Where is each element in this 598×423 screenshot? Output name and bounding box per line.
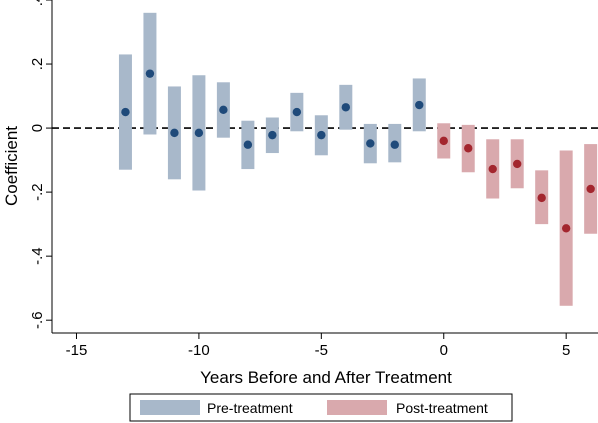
y-tick-label: -.6 <box>29 311 46 329</box>
point-post-treatment <box>513 159 522 169</box>
y-tick-label: .2 <box>29 58 46 71</box>
point-pre-treatment <box>145 69 155 78</box>
point-pre-treatment <box>243 140 253 149</box>
legend-swatch-post-treatment <box>327 400 387 415</box>
point-post-treatment <box>586 184 595 194</box>
coefficient-points <box>121 69 595 233</box>
point-pre-treatment <box>366 139 375 148</box>
point-post-treatment <box>439 136 448 146</box>
point-pre-treatment <box>341 103 351 112</box>
y-axis-title: Coefficient <box>2 126 21 206</box>
y-tick-label: .4 <box>29 0 46 6</box>
y-tick-label: -.4 <box>29 247 46 265</box>
x-tick-label: -15 <box>66 342 88 359</box>
legend-label-pre-treatment: Pre-treatment <box>207 400 293 416</box>
point-pre-treatment <box>390 140 399 149</box>
x-axis-title: Years Before and After Treatment <box>200 368 452 387</box>
point-pre-treatment <box>121 107 130 117</box>
point-pre-treatment <box>415 100 424 110</box>
point-post-treatment <box>561 224 571 233</box>
point-pre-treatment <box>317 130 326 140</box>
point-pre-treatment <box>194 128 204 138</box>
x-tick-label: -5 <box>315 342 328 359</box>
x-tick-label: 5 <box>562 342 570 359</box>
point-post-treatment <box>537 193 546 203</box>
legend-label-post-treatment: Post-treatment <box>396 400 488 416</box>
point-pre-treatment <box>170 128 179 138</box>
axis-ticks: -15 -10 -5 0 5 .4 .2 0 -.2 -.4 -.6 <box>29 0 570 359</box>
point-post-treatment <box>464 144 473 153</box>
axes <box>51 0 598 334</box>
y-tick-label: -.2 <box>29 183 46 201</box>
point-post-treatment <box>488 164 497 174</box>
legend-swatch-pre-treatment <box>140 400 200 415</box>
confidence-bars <box>118 12 598 306</box>
y-tick-label: 0 <box>29 124 46 132</box>
x-tick-label: -10 <box>188 342 210 359</box>
point-pre-treatment <box>292 107 302 117</box>
point-pre-treatment <box>219 105 228 115</box>
point-pre-treatment <box>268 130 277 140</box>
x-tick-label: 0 <box>440 342 448 359</box>
legend: Pre-treatment Post-treatment <box>129 393 513 422</box>
